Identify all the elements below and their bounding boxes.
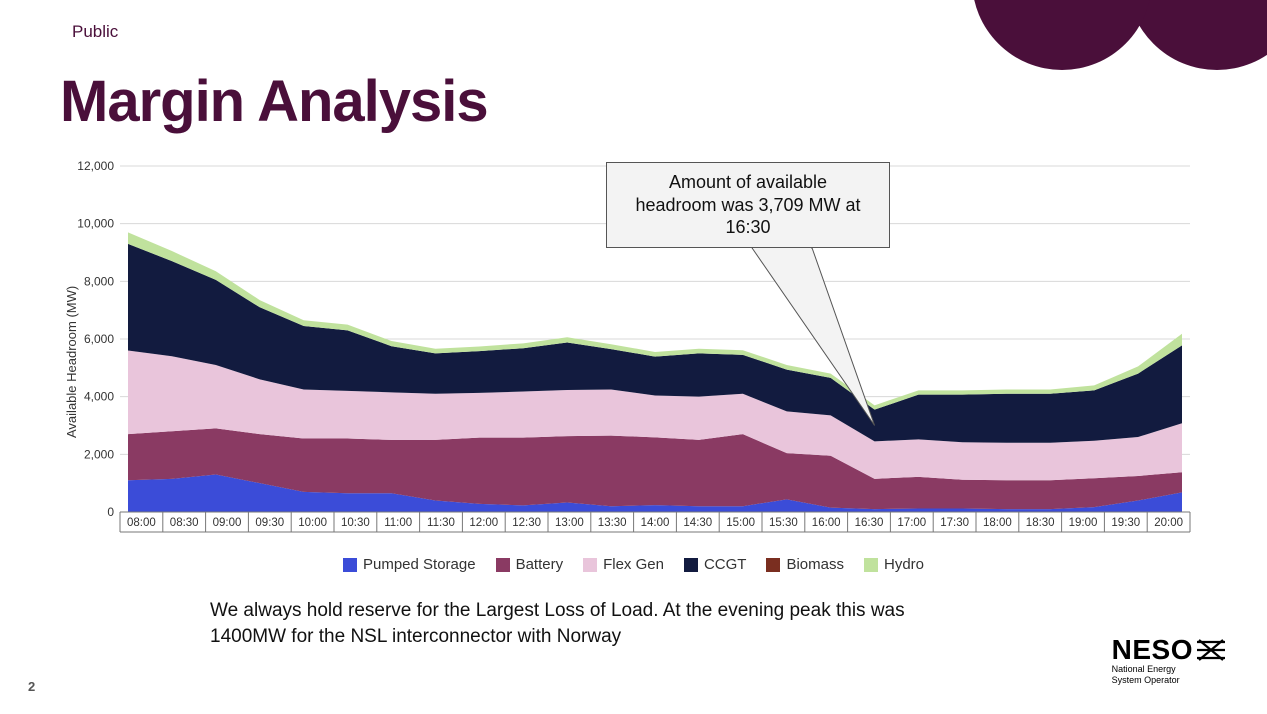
page-number: 2: [28, 679, 35, 694]
svg-text:19:30: 19:30: [1111, 517, 1140, 529]
svg-text:20:00: 20:00: [1154, 517, 1183, 529]
legend-item: Battery: [496, 556, 564, 573]
svg-text:12,000: 12,000: [77, 159, 114, 173]
callout-line: Amount of available: [669, 172, 827, 192]
chart-callout: Amount of available headroom was 3,709 M…: [606, 162, 890, 248]
svg-text:2,000: 2,000: [84, 447, 114, 461]
legend-label: Flex Gen: [603, 556, 664, 573]
svg-text:13:00: 13:00: [555, 517, 584, 529]
logo-text: NESO: [1112, 636, 1193, 664]
svg-text:19:00: 19:00: [1069, 517, 1098, 529]
svg-text:14:00: 14:00: [641, 517, 670, 529]
legend-swatch: [684, 558, 698, 572]
svg-text:16:30: 16:30: [855, 517, 884, 529]
svg-text:18:30: 18:30: [1026, 517, 1055, 529]
union-flag-icon: [1195, 638, 1227, 662]
chart-legend: Pumped Storage Battery Flex Gen CCGT Biomass…: [0, 556, 1267, 576]
page-title: Margin Analysis: [60, 68, 488, 135]
callout-line: 16:30: [725, 217, 770, 237]
svg-text:10:30: 10:30: [341, 517, 370, 529]
footnote-text: We always hold reserve for the Largest L…: [210, 598, 970, 649]
neso-logo: NESO National Energy System Operator: [1112, 636, 1227, 686]
legend-item: Biomass: [766, 556, 844, 573]
legend-item: CCGT: [684, 556, 747, 573]
svg-text:11:00: 11:00: [384, 517, 412, 529]
svg-text:8,000: 8,000: [84, 274, 114, 288]
margin-chart: Available Headroom (MW) 0 2,000 4,000 6,000…: [60, 158, 1200, 548]
legend-swatch: [343, 558, 357, 572]
svg-text:4,000: 4,000: [84, 390, 114, 404]
legend-swatch: [583, 558, 597, 572]
legend-swatch: [864, 558, 878, 572]
logo-sub1: National Energy: [1112, 665, 1227, 675]
svg-text:12:00: 12:00: [469, 517, 498, 529]
svg-text:17:30: 17:30: [940, 517, 969, 529]
svg-text:16:00: 16:00: [812, 517, 841, 529]
svg-text:11:30: 11:30: [427, 517, 455, 529]
legend-swatch: [496, 558, 510, 572]
decor-circle-1: [1127, 0, 1267, 70]
decor-circle-2: [972, 0, 1152, 70]
y-axis-label: Available Headroom (MW): [64, 286, 79, 438]
svg-text:08:00: 08:00: [127, 517, 156, 529]
svg-text:15:30: 15:30: [769, 517, 798, 529]
svg-text:10:00: 10:00: [298, 517, 327, 529]
svg-text:09:30: 09:30: [255, 517, 284, 529]
classification-label: Public: [72, 22, 118, 42]
legend-label: Biomass: [786, 556, 844, 573]
legend-label: Pumped Storage: [363, 556, 476, 573]
svg-text:6,000: 6,000: [84, 332, 114, 346]
svg-text:17:00: 17:00: [897, 517, 926, 529]
legend-item: Flex Gen: [583, 556, 664, 573]
legend-item: Pumped Storage: [343, 556, 476, 573]
svg-text:0: 0: [107, 505, 114, 519]
svg-text:10,000: 10,000: [77, 217, 114, 231]
svg-text:14:30: 14:30: [683, 517, 712, 529]
svg-text:15:00: 15:00: [726, 517, 755, 529]
legend-label: Battery: [516, 556, 564, 573]
logo-main: NESO: [1112, 636, 1227, 664]
legend-item: Hydro: [864, 556, 924, 573]
legend-label: CCGT: [704, 556, 747, 573]
svg-text:13:30: 13:30: [598, 517, 627, 529]
svg-text:08:30: 08:30: [170, 517, 199, 529]
logo-sub2: System Operator: [1112, 676, 1227, 686]
legend-label: Hydro: [884, 556, 924, 573]
legend-swatch: [766, 558, 780, 572]
svg-text:12:30: 12:30: [512, 517, 541, 529]
svg-text:09:00: 09:00: [213, 517, 242, 529]
svg-text:18:00: 18:00: [983, 517, 1012, 529]
callout-line: headroom was 3,709 MW at: [635, 195, 860, 215]
